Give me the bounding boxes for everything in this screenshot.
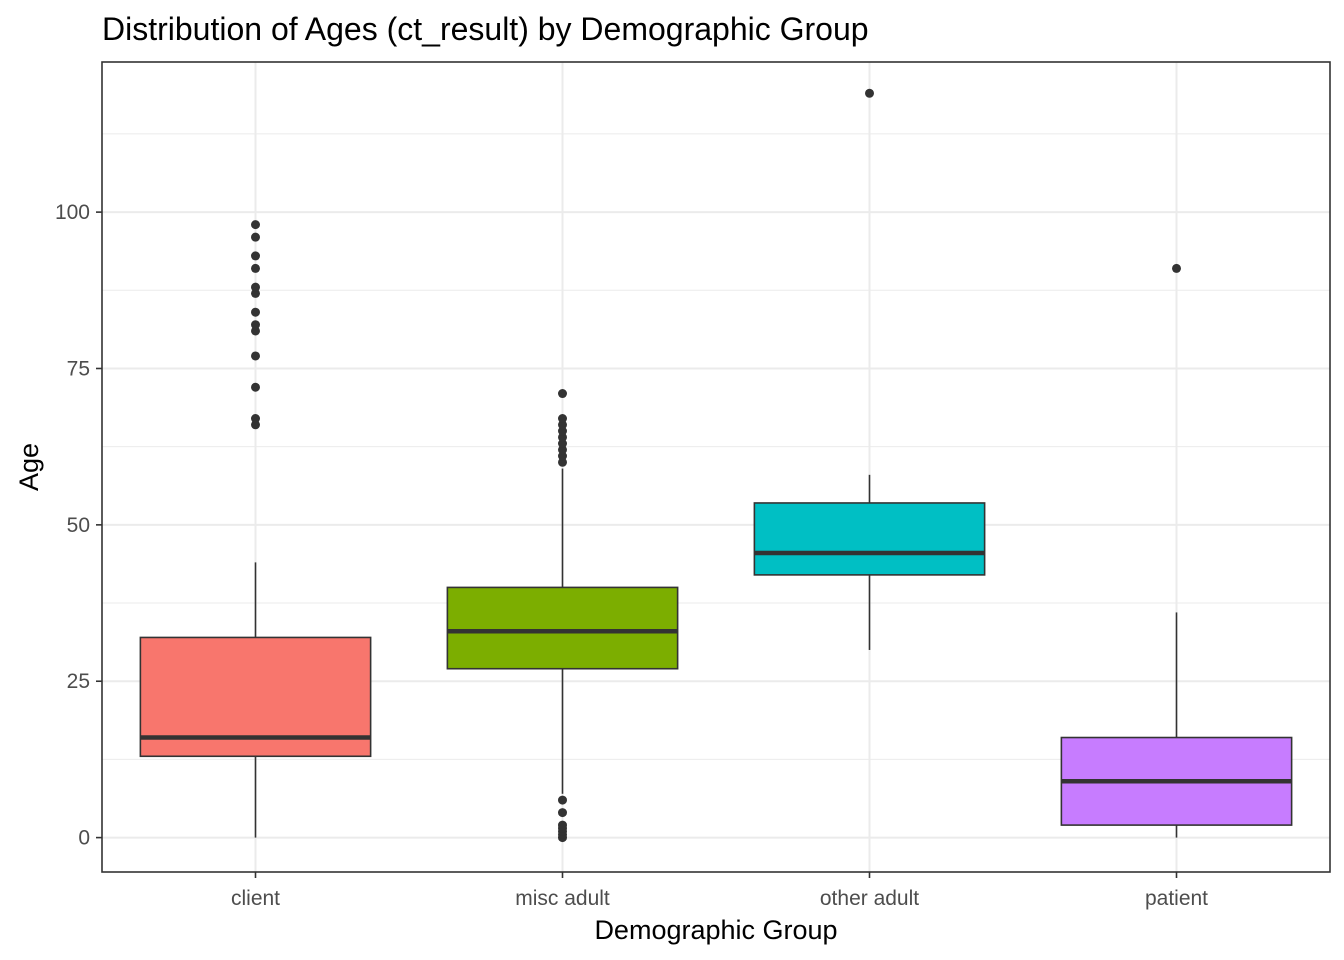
- outlier-point: [558, 439, 567, 449]
- outlier-point: [558, 432, 567, 442]
- outlier-point: [558, 420, 567, 430]
- box-misc-adult: [446, 389, 679, 843]
- boxes: [139, 88, 1293, 843]
- outlier-point: [558, 451, 567, 461]
- outlier-point: [251, 420, 260, 430]
- outlier-point: [558, 795, 567, 805]
- outlier-point: [251, 232, 260, 242]
- outlier-point: [558, 808, 567, 818]
- outlier-point: [558, 414, 567, 424]
- x-tick-label: misc adult: [515, 887, 610, 910]
- x-tick-label: patient: [1145, 887, 1208, 910]
- outlier-point: [251, 307, 260, 317]
- y-tick-label: 0: [78, 827, 90, 850]
- chart-title: Distribution of Ages (ct_result) by Demo…: [102, 11, 869, 47]
- x-tick-label: client: [231, 887, 280, 910]
- outlier-point: [251, 382, 260, 392]
- panel-border: [101, 61, 1331, 873]
- x-tick-label: other adult: [820, 887, 919, 910]
- y-tick-label: 100: [55, 201, 90, 224]
- outlier-point: [558, 389, 567, 399]
- outlier-point: [865, 88, 874, 98]
- outlier-point: [251, 220, 260, 230]
- y-tick-label: 25: [67, 670, 90, 693]
- y-axis-title: Age: [14, 443, 44, 491]
- outlier-point: [251, 351, 260, 361]
- iqr-box: [446, 586, 679, 670]
- box-patient: [1060, 263, 1293, 838]
- outlier-point: [558, 457, 567, 467]
- x-axis-ticks: client misc adult other adult patient: [231, 872, 1208, 910]
- outlier-point: [251, 326, 260, 336]
- outlier-point: [251, 414, 260, 424]
- iqr-box: [753, 502, 986, 576]
- outlier-point: [251, 282, 260, 292]
- y-axis-ticks: 0 25 50 75 100: [55, 201, 102, 850]
- outlier-point: [251, 263, 260, 273]
- outlier-point: [251, 320, 260, 330]
- y-tick-label: 50: [67, 514, 90, 537]
- box-other-adult: [753, 88, 986, 650]
- y-tick-label: 75: [67, 357, 90, 380]
- outlier-point: [251, 251, 260, 261]
- outlier-point: [558, 426, 567, 436]
- outlier-point: [558, 445, 567, 455]
- outlier-point: [558, 820, 567, 830]
- box-client: [139, 220, 372, 838]
- outlier-point: [251, 288, 260, 298]
- x-axis-title: Demographic Group: [594, 915, 837, 945]
- outlier-point: [1172, 263, 1181, 273]
